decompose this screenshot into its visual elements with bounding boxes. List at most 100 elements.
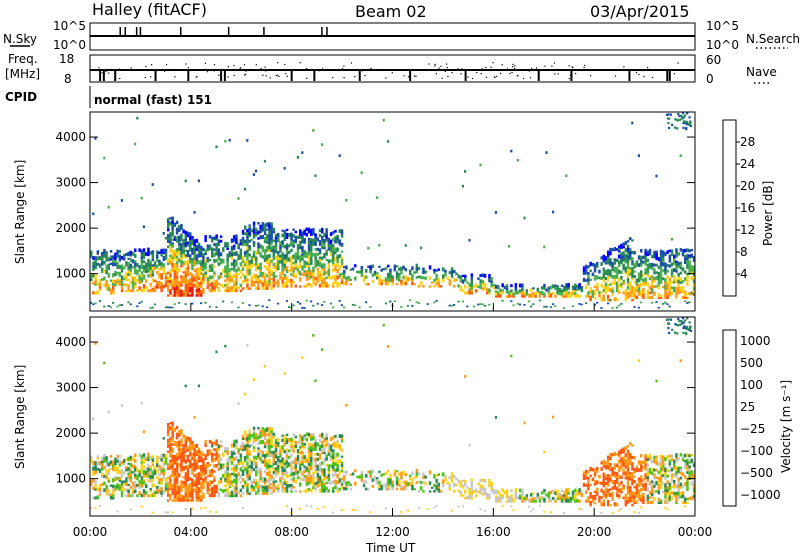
power-cell [103, 276, 106, 281]
power-cell [637, 278, 641, 283]
power-cell [565, 293, 568, 298]
velocity-cell [285, 448, 289, 451]
velocity-cell [659, 467, 663, 472]
velocity-cell [160, 494, 163, 498]
velocity-cell [591, 498, 595, 503]
velocity-cell [241, 492, 245, 495]
power-cell [244, 187, 247, 191]
velocity-cell [622, 456, 625, 461]
velocity-cell [688, 471, 691, 475]
power-cell [527, 300, 530, 303]
velocity-cell [296, 476, 300, 480]
power-cell [653, 271, 656, 275]
power-cell [103, 305, 106, 308]
power-cell [156, 254, 159, 259]
nave-point [306, 68, 308, 70]
velocity-cell [109, 455, 113, 458]
velocity-cell [563, 512, 566, 514]
power-cell [479, 279, 482, 283]
velocity-cell [653, 482, 656, 486]
velocity-cell [483, 509, 486, 512]
power-cell [477, 285, 480, 289]
velocity-cell [182, 481, 185, 485]
power-cell [186, 243, 190, 247]
power-cell [252, 241, 256, 244]
power-cell [285, 278, 289, 283]
velocity-cell [195, 491, 199, 495]
power-cell [213, 258, 216, 263]
velocity-cell [382, 323, 385, 327]
power-cell [233, 251, 236, 256]
power-cell [618, 277, 621, 282]
power-cell [552, 291, 555, 295]
power-cell [692, 275, 696, 280]
nave-point [164, 70, 166, 72]
power-cell [574, 294, 577, 298]
velocity-cell [105, 485, 108, 490]
velocity-cell [263, 442, 267, 446]
power-cell [134, 282, 137, 285]
velocity-cell [134, 459, 137, 463]
power-cell [255, 169, 258, 173]
power-cell [270, 239, 273, 244]
nave-point [354, 76, 356, 78]
power-cell [142, 268, 146, 273]
velocity-cell [301, 470, 304, 474]
velocity-cell [200, 495, 203, 500]
velocity-cell [461, 484, 465, 487]
power-cell [659, 273, 663, 277]
velocity-cell [596, 480, 599, 485]
power-cell [668, 284, 672, 289]
power-cell [648, 262, 652, 267]
velocity-cell [585, 484, 588, 487]
velocity-cell [402, 480, 405, 485]
velocity-cell [173, 443, 177, 446]
power-cell [213, 236, 216, 241]
power-cell [228, 253, 232, 258]
velocity-cell [310, 445, 313, 450]
power-cell [274, 249, 278, 254]
velocity-cell [417, 480, 421, 483]
power-cell [268, 259, 271, 263]
power-cell [131, 282, 135, 286]
velocity-cell [598, 474, 601, 479]
nave-point [165, 64, 168, 66]
velocity-cell [156, 476, 159, 480]
power-cell [208, 275, 212, 280]
power-cell [156, 281, 159, 284]
power-cell [301, 231, 304, 236]
power-cell [686, 292, 689, 296]
power-cell [261, 255, 265, 259]
power-cell [343, 266, 346, 269]
power-cell [118, 282, 122, 286]
power-cell [164, 278, 168, 283]
power-cell [252, 253, 256, 258]
velocity-cell [228, 456, 232, 459]
power-cell [136, 271, 139, 276]
power-cell [640, 261, 643, 265]
power-cell [609, 299, 612, 302]
velocity-cell [312, 433, 315, 437]
power-cell [292, 272, 295, 275]
power-cell [332, 263, 335, 267]
velocity-cell [345, 481, 348, 486]
power-y-tick-label: 3000 [55, 176, 86, 190]
velocity-cell [521, 495, 524, 500]
power-cell [688, 266, 691, 270]
power-cell [305, 264, 309, 268]
velocity-cell [637, 460, 641, 465]
velocity-cell [494, 500, 498, 503]
velocity-cell [657, 477, 661, 481]
power-cell [481, 273, 485, 278]
velocity-cell [261, 487, 265, 492]
velocity-cell [215, 511, 218, 513]
power-cell [448, 279, 452, 283]
power-cell [310, 256, 313, 262]
velocity-cell [246, 444, 249, 448]
velocity-cell [400, 484, 403, 489]
velocity-cell [180, 462, 183, 465]
velocity-cell [376, 481, 379, 485]
power-cell [629, 291, 632, 294]
power-cell [631, 273, 634, 278]
velocity-cell [384, 507, 387, 510]
